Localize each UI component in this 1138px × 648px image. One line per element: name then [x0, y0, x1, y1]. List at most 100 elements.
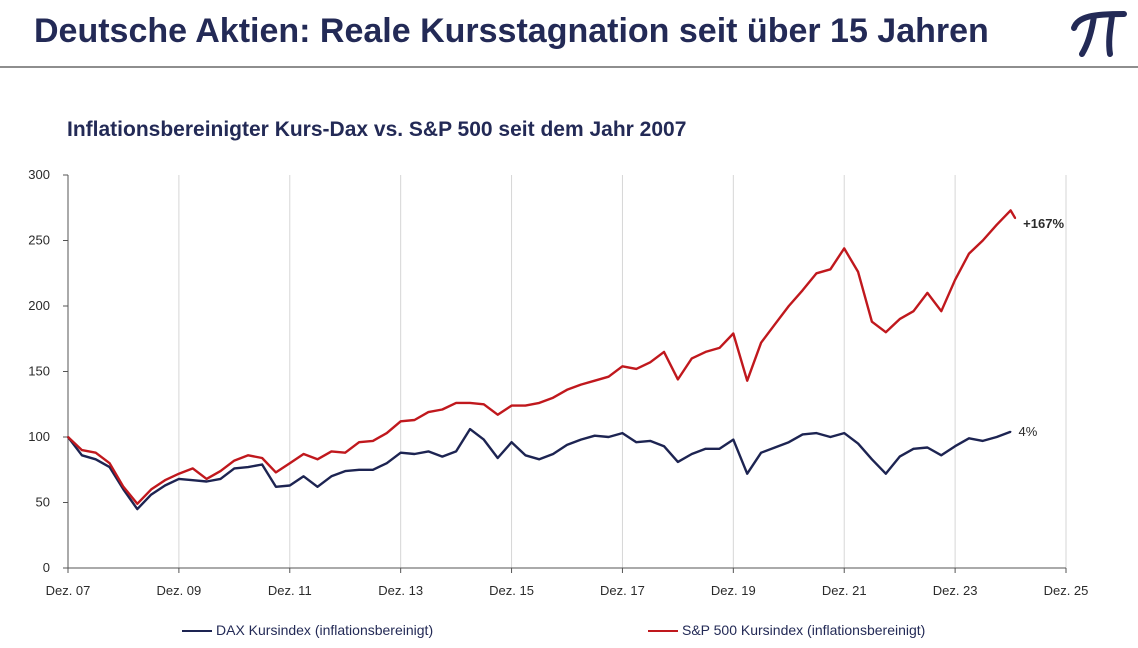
data-point-dax [677, 461, 679, 463]
data-point-sp500 [774, 323, 776, 326]
data-point-dax [233, 467, 236, 470]
data-point-sp500 [718, 347, 721, 349]
data-point-dax [580, 438, 582, 441]
data-point-sp500 [330, 450, 333, 453]
data-point-sp500 [94, 451, 97, 454]
data-point-dax [732, 438, 735, 441]
data-point-dax [593, 434, 596, 437]
data-point-sp500 [732, 332, 735, 335]
data-point-dax [302, 475, 305, 478]
data-point-sp500 [940, 310, 943, 313]
data-point-sp500 [372, 440, 374, 442]
data-point-dax [288, 484, 291, 487]
data-point-sp500 [288, 462, 291, 465]
data-point-sp500 [482, 403, 485, 406]
data-point-sp500 [344, 451, 347, 454]
chart-title: Inflationsbereinigter Kurs-Dax vs. S&P 5… [67, 118, 687, 141]
data-point-dax [1009, 430, 1012, 433]
data-point-dax [427, 450, 430, 453]
data-point-dax [205, 480, 208, 483]
data-point-sp500 [219, 470, 222, 472]
data-point-dax [926, 446, 929, 449]
data-point-sp500 [122, 485, 125, 488]
series-line-dax [67, 427, 1012, 511]
data-point-dax [275, 485, 277, 488]
legend-label-dax: DAX Kursindex (inflationsbereinigt) [216, 622, 434, 638]
data-point-sp500 [496, 413, 499, 416]
data-point-sp500 [261, 457, 263, 459]
data-point-dax [968, 437, 970, 440]
data-point-sp500 [399, 420, 402, 423]
data-point-dax [884, 472, 887, 475]
data-point-dax [871, 458, 873, 461]
data-point-dax [219, 478, 222, 480]
data-point-dax [801, 433, 804, 436]
data-point-dax [358, 468, 360, 471]
legend-item-sp500: S&P 500 Kursindex (inflationsbereinigt) [648, 622, 925, 638]
data-point-sp500 [469, 402, 471, 404]
y-tick-label: 200 [28, 298, 50, 313]
data-point-dax [857, 442, 859, 445]
data-point-sp500 [233, 459, 236, 462]
data-point-sp500 [1014, 217, 1017, 220]
data-point-sp500 [607, 375, 610, 378]
data-point-sp500 [898, 318, 901, 320]
page-title: Deutsche Aktien: Reale Kursstagnation se… [34, 12, 989, 50]
data-point-sp500 [302, 453, 305, 455]
data-point-dax [760, 451, 762, 454]
x-tick-label: Dez. 11 [268, 583, 312, 598]
data-point-dax [774, 446, 776, 449]
data-point-sp500 [67, 436, 69, 438]
data-point-dax [316, 485, 319, 488]
data-point-sp500 [136, 502, 139, 505]
data-point-dax [787, 441, 790, 444]
data-point-dax [815, 432, 818, 434]
data-point-sp500 [510, 404, 513, 407]
data-point-dax [344, 470, 347, 472]
data-point-dax [385, 462, 388, 465]
data-point-sp500 [815, 272, 818, 275]
data-point-dax [178, 478, 180, 480]
data-point-dax [954, 445, 956, 448]
legend-swatch-dax [182, 630, 212, 633]
data-point-sp500 [178, 472, 180, 475]
data-point-sp500 [968, 252, 970, 255]
data-point-sp500 [829, 268, 832, 271]
data-point-dax [690, 453, 693, 455]
data-point-dax [108, 466, 111, 468]
data-point-dax [552, 453, 554, 455]
data-point-dax [607, 436, 610, 438]
data-point-dax [191, 479, 194, 482]
data-point-sp500 [746, 379, 749, 382]
end-label-dax: 4% [1019, 424, 1038, 439]
data-point-sp500 [81, 449, 83, 451]
pi-logo-icon [1071, 11, 1127, 57]
data-point-sp500 [787, 305, 790, 307]
x-tick-label: Dez. 07 [46, 583, 91, 598]
data-point-sp500 [760, 341, 762, 344]
data-point-sp500 [108, 462, 111, 465]
data-point-dax [995, 436, 998, 438]
y-tick-label: 0 [43, 560, 50, 575]
data-point-sp500 [663, 351, 665, 353]
data-point-sp500 [981, 239, 984, 242]
data-point-sp500 [843, 247, 846, 250]
y-tick-label: 250 [28, 233, 50, 248]
data-point-sp500 [385, 432, 388, 434]
data-point-dax [704, 447, 707, 450]
data-point-dax [469, 428, 471, 430]
data-point-sp500 [926, 292, 929, 294]
x-tick-label: Dez. 21 [822, 583, 867, 598]
x-tick-label: Dez. 09 [156, 583, 201, 598]
data-point-sp500 [621, 365, 624, 368]
data-point-dax [566, 444, 568, 446]
data-point-sp500 [316, 458, 319, 461]
legend-swatch-sp500 [648, 630, 678, 633]
data-point-sp500 [649, 361, 652, 364]
data-point-sp500 [871, 320, 873, 323]
data-point-sp500 [801, 289, 804, 292]
y-tick-label: 300 [28, 167, 50, 182]
data-point-sp500 [1009, 209, 1012, 212]
y-tick-label: 50 [36, 495, 50, 510]
legend-item-dax: DAX Kursindex (inflationsbereinigt) [182, 622, 433, 638]
